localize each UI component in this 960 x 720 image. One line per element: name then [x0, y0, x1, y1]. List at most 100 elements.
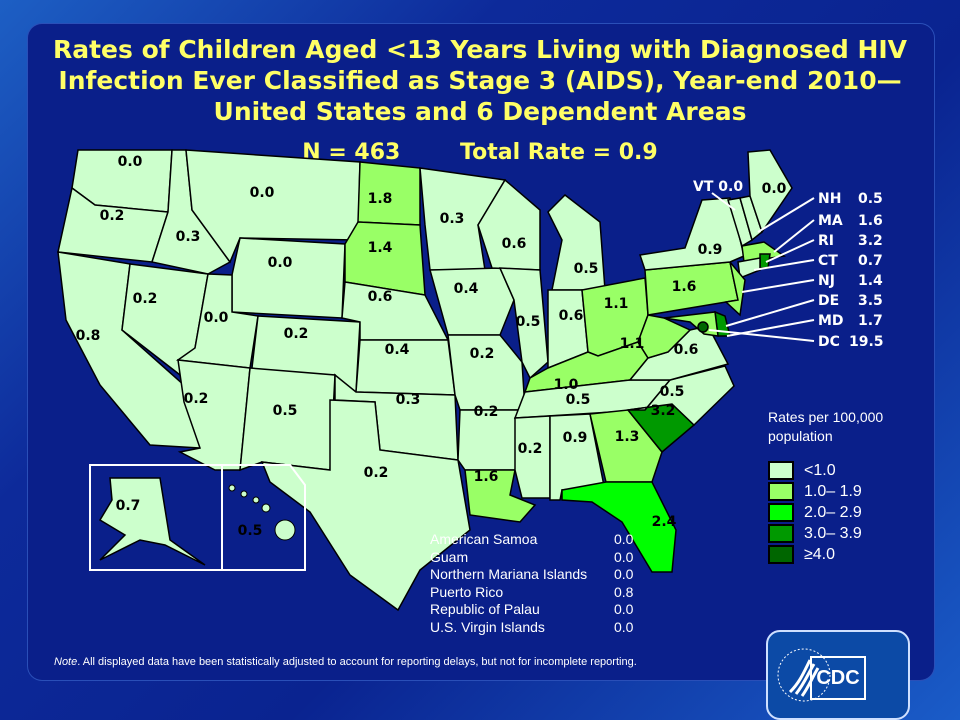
- legend: Rates per 100,000 population <1.0 1.0– 1.…: [768, 408, 918, 565]
- state-MS: [514, 415, 551, 499]
- legend-item: ≥4.0: [768, 544, 918, 565]
- state-label-OK: 0.3: [396, 392, 421, 408]
- state-label-NC: 0.5: [660, 384, 685, 400]
- legend-swatch: [768, 524, 794, 543]
- area-rate: 0.0: [614, 566, 634, 582]
- callout-RI-abbr: RI: [818, 233, 834, 249]
- state-label-WV: 1.1: [620, 336, 645, 352]
- state-WY: [231, 237, 346, 319]
- state-HI: [274, 519, 296, 541]
- callout-NJ-rate: 1.4: [858, 273, 883, 289]
- state-HI: [252, 496, 260, 504]
- state-FL: [561, 481, 677, 573]
- callout-MD-rate: 1.7: [858, 313, 883, 329]
- area-name: Guam: [430, 548, 469, 565]
- state-label-VA: 0.6: [674, 342, 699, 358]
- state-label-WI: 0.6: [502, 236, 527, 252]
- dependent-area-row: American Samoa 0.0: [430, 531, 633, 549]
- state-HI: [228, 484, 236, 492]
- state-label-ME: 0.0: [762, 181, 787, 197]
- state-label-SD: 1.4: [368, 240, 393, 256]
- callout-arrow: [708, 329, 815, 342]
- state-label-UT: 0.0: [204, 310, 229, 326]
- area-rate: 0.8: [614, 583, 634, 600]
- callout-DC-rate: 19.5: [849, 334, 884, 350]
- state-label-SC: 3.2: [651, 403, 676, 419]
- area-rate: 0.0: [614, 601, 634, 617]
- slide-title: Rates of Children Aged <13 Years Living …: [0, 34, 960, 127]
- legend-item: 3.0– 3.9: [768, 523, 918, 544]
- state-label-AK: 0.7: [116, 498, 141, 514]
- state-AK: [98, 477, 206, 566]
- area-name: Northern Mariana Islands: [430, 566, 588, 582]
- state-label-LA: 1.6: [474, 469, 499, 485]
- state-label-GA: 1.3: [615, 429, 640, 445]
- state-label-WA: 0.0: [118, 154, 143, 170]
- dependent-area-row: U.S. Virgin Islands 0.0: [430, 619, 633, 637]
- state-label-NY: 0.9: [698, 242, 723, 258]
- title-line: Infection Ever Classified as Stage 3 (AI…: [58, 66, 902, 95]
- callout-CT-rate: 0.7: [858, 253, 883, 269]
- state-AZ: [177, 359, 251, 471]
- state-label-HI: 0.5: [238, 523, 263, 539]
- callout-MD-abbr: MD: [818, 313, 844, 329]
- state-label-AZ: 0.2: [184, 391, 209, 407]
- footnote: Note. All displayed data have been stati…: [54, 656, 637, 668]
- state-label-MO: 0.2: [470, 346, 495, 362]
- callout-DE-rate: 3.5: [858, 293, 883, 309]
- legend-label: 3.0– 3.9: [804, 524, 862, 542]
- area-name: U.S. Virgin Islands: [430, 618, 545, 635]
- dependent-areas-list: American Samoa 0.0 Guam 0.0 Northern Mariana…: [430, 531, 633, 636]
- state-label-NE: 0.6: [368, 289, 393, 305]
- state-label-FL: 2.4: [652, 514, 677, 530]
- dependent-area-row: Puerto Rico 0.8: [430, 584, 633, 602]
- legend-swatch: [768, 503, 794, 522]
- state-NJ: [724, 261, 746, 317]
- title-line: Rates of Children Aged <13 Years Living …: [52, 35, 908, 64]
- callout-MA-abbr: MA: [818, 213, 843, 229]
- callout-VT: VT 0.0: [693, 179, 743, 195]
- area-name: Republic of Palau: [430, 601, 540, 617]
- state-NM: [239, 367, 336, 472]
- note-text: . All displayed data have been statistic…: [77, 656, 637, 668]
- state-TX: [260, 399, 471, 612]
- legend-label: 2.0– 2.9: [804, 503, 862, 521]
- state-label-OH: 1.1: [604, 296, 629, 312]
- legend-label: ≥4.0: [804, 545, 836, 563]
- callout-DE-abbr: DE: [818, 293, 839, 309]
- callout-arrow: [725, 299, 815, 327]
- state-label-MN: 0.3: [440, 211, 465, 227]
- state-label-OR: 0.2: [100, 208, 125, 224]
- state-label-KS: 0.4: [385, 342, 410, 358]
- state-ME: [747, 149, 793, 234]
- callout-arrow: [757, 197, 815, 233]
- state-label-ID: 0.3: [176, 229, 201, 245]
- title-line: United States and 6 Dependent Areas: [213, 97, 747, 126]
- area-name: Puerto Rico: [430, 583, 504, 600]
- state-label-MT: 0.0: [250, 185, 275, 201]
- state-label-NV: 0.2: [133, 291, 158, 307]
- legend-swatch: [768, 545, 794, 564]
- area-rate: 0.0: [614, 531, 634, 547]
- states: [57, 149, 793, 612]
- state-label-IA: 0.4: [454, 281, 479, 297]
- callout-arrow: [741, 279, 815, 293]
- legend-item: 2.0– 2.9: [768, 502, 918, 523]
- state-label-AL: 0.9: [563, 430, 588, 446]
- callout-NH-abbr: NH: [818, 191, 841, 207]
- state-label-NM: 0.5: [273, 403, 298, 419]
- state-label-WY: 0.0: [268, 255, 293, 271]
- legend-swatch: [768, 482, 794, 501]
- callout-arrow: [773, 219, 815, 253]
- callout-DC-abbr: DC: [818, 334, 840, 350]
- callout-arrow: [711, 192, 736, 211]
- state-label-KY: 1.0: [554, 377, 579, 393]
- state-label-TN: 0.5: [566, 392, 591, 408]
- callout-NH-rate: 0.5: [858, 191, 883, 207]
- state-label-AR: 0.2: [474, 404, 499, 420]
- dependent-area-row: Northern Mariana Islands 0.0: [430, 566, 633, 584]
- state-label-CO: 0.2: [284, 326, 309, 342]
- dependent-area-row: Guam 0.0: [430, 549, 633, 567]
- legend-swatch: [768, 461, 794, 480]
